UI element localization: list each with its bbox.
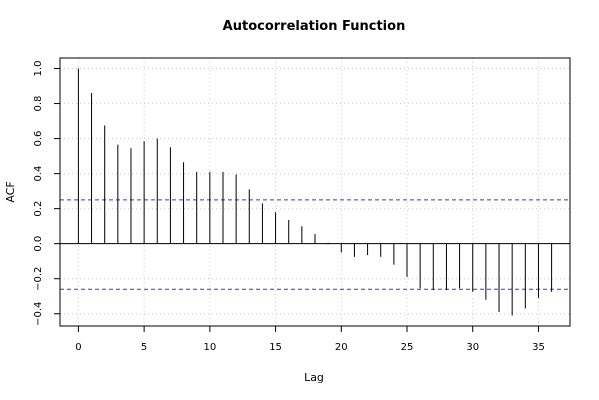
y-tick-label-5: 0.6	[33, 131, 44, 147]
y-tick-label-3: 0.2	[33, 201, 44, 217]
grid-lines	[60, 58, 570, 326]
y-tick-label-2: 0.0	[33, 236, 44, 252]
acf-bars	[60, 68, 570, 316]
x-tick-label-2: 10	[203, 342, 216, 353]
x-axis: 0 5 10 15 20 25 30 35	[75, 325, 545, 353]
x-tick-label-1: 5	[141, 342, 147, 353]
x-axis-label: Lag	[304, 371, 324, 384]
y-tick-label-4: 0.4	[33, 166, 44, 182]
y-tick-label-0: −0.4	[33, 302, 44, 326]
x-tick-label-3: 15	[269, 342, 282, 353]
plot-frame	[59, 57, 571, 327]
x-tick-label-6: 30	[466, 342, 479, 353]
x-tick-label-0: 0	[75, 342, 81, 353]
x-tick-label-5: 25	[401, 342, 414, 353]
y-tick-label-7: 1.0	[33, 61, 44, 77]
x-tick-label-7: 35	[532, 342, 545, 353]
confidence-bounds	[60, 199, 570, 290]
y-tick-label-1: −0.2	[33, 267, 44, 291]
chart-title: Autocorrelation Function	[223, 19, 406, 34]
x-tick-label-4: 20	[335, 342, 348, 353]
y-axis: −0.4 −0.2 0.0 0.2 0.4 0.6 0.8 1.0	[33, 61, 61, 326]
y-tick-label-6: 0.8	[33, 96, 44, 112]
y-axis-label: ACF	[4, 181, 17, 202]
